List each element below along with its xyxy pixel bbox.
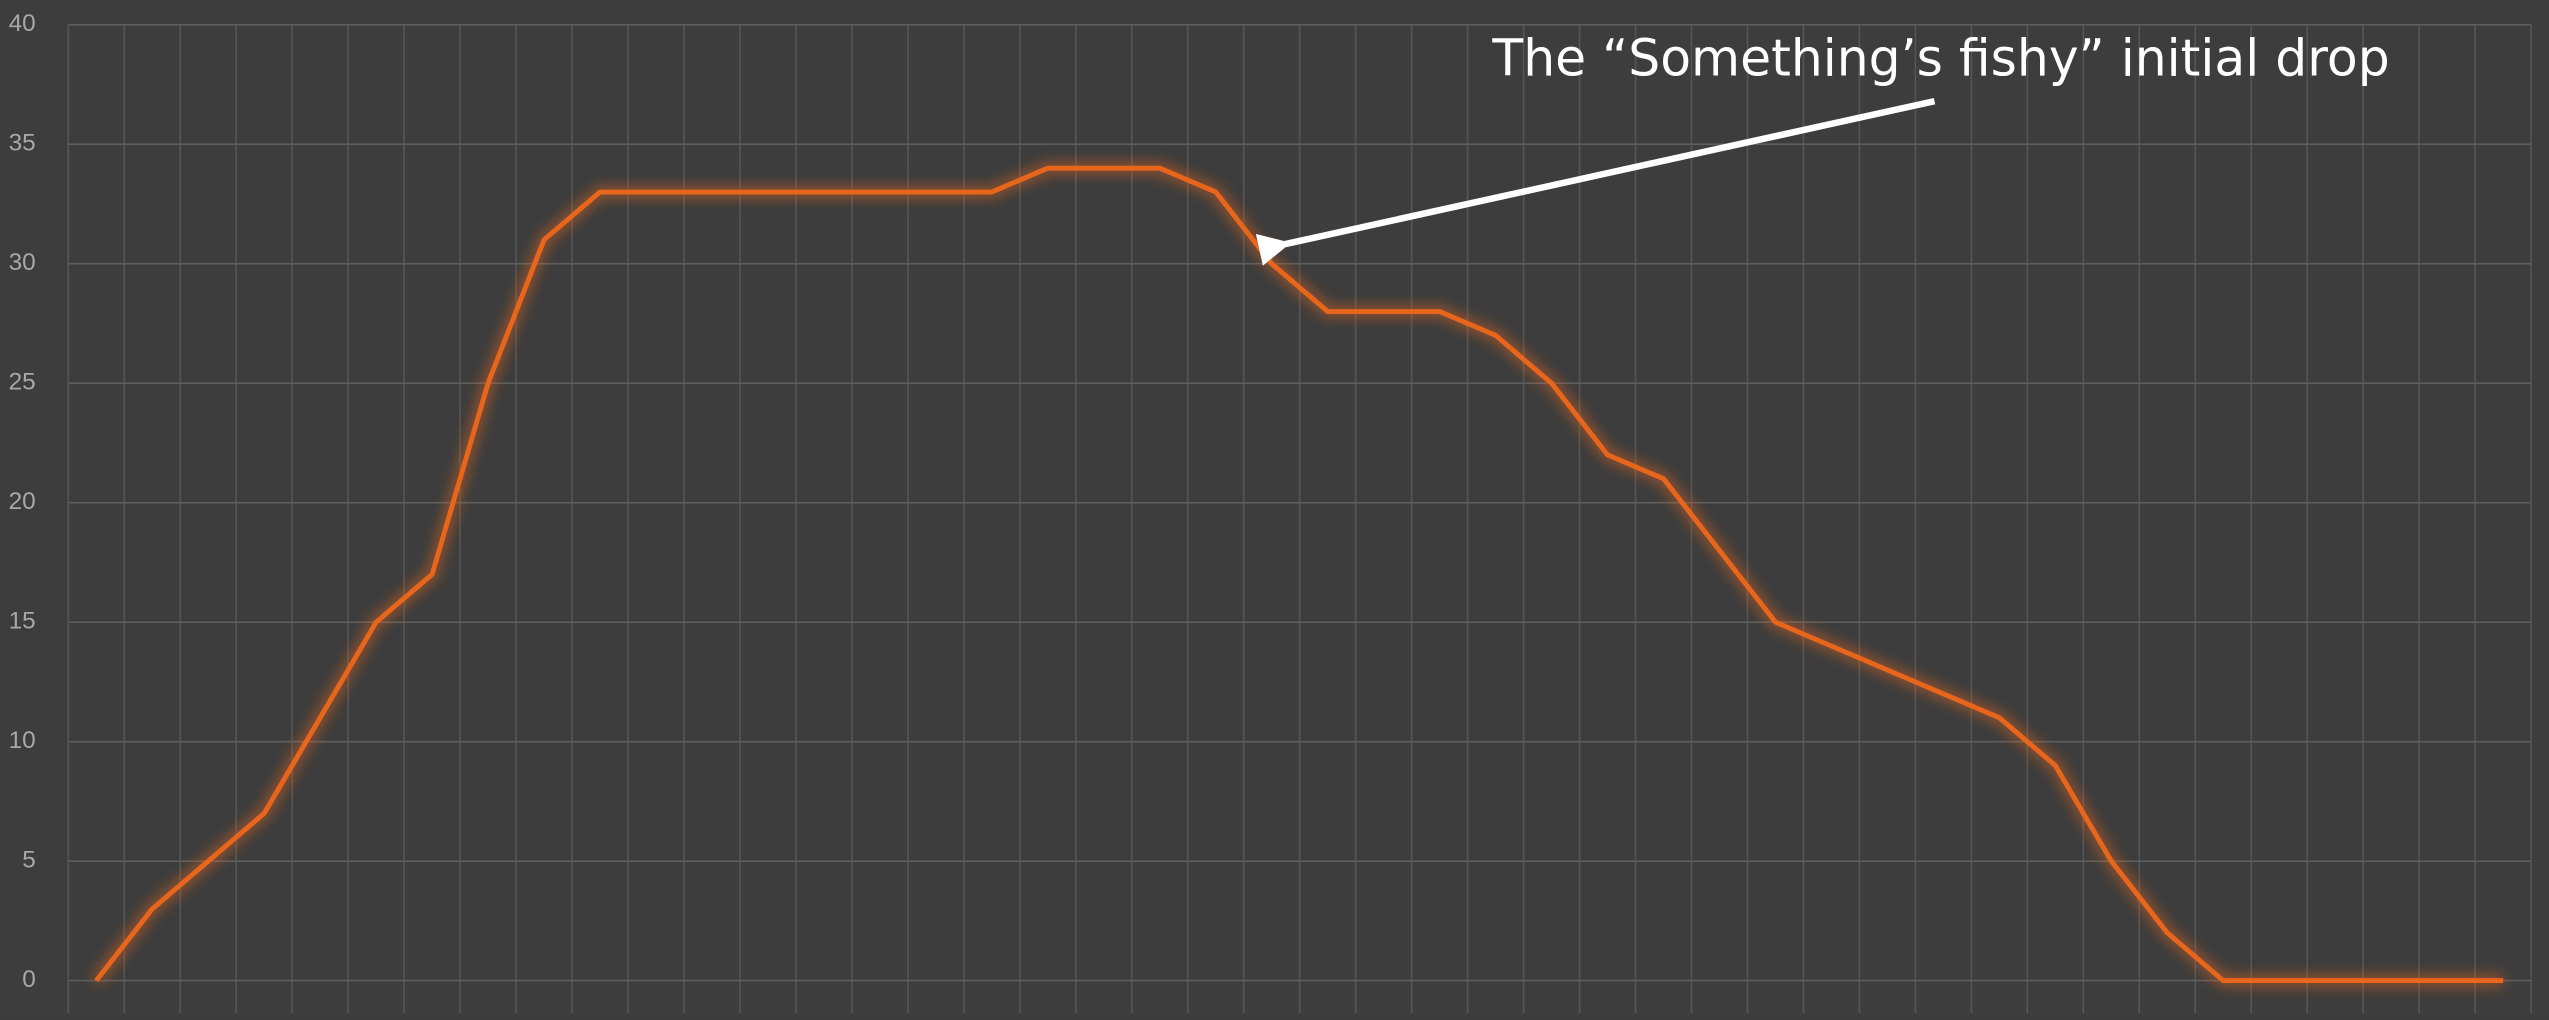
annotation: The “Something’s fishy” initial drop: [1491, 29, 2389, 88]
y-tick-label: 10: [9, 727, 36, 754]
y-tick-label: 0: [22, 966, 36, 993]
y-tick-label: 15: [9, 608, 36, 635]
y-tick-label: 40: [9, 10, 36, 37]
y-tick-label: 5: [22, 847, 36, 874]
annotation-arrow: [1255, 97, 1936, 266]
y-tick-label: 25: [9, 369, 36, 396]
y-tick-label: 35: [9, 130, 36, 157]
y-tick-label: 20: [9, 488, 36, 515]
line: [94, 165, 2504, 984]
y-tick-label: 30: [9, 249, 36, 276]
